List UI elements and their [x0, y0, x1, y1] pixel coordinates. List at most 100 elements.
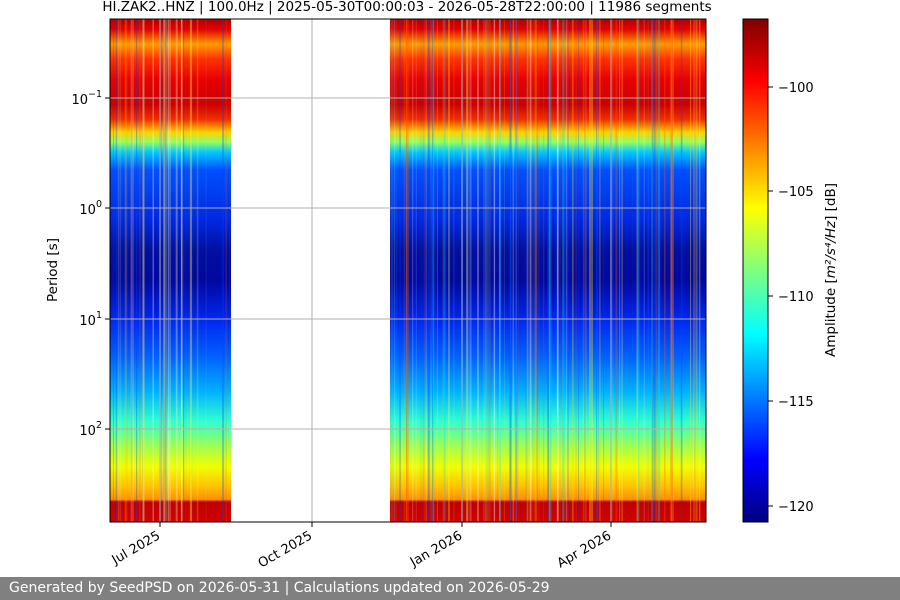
segment-streak — [578, 19, 579, 522]
segment-streak — [391, 19, 394, 522]
segment-streak — [664, 19, 666, 522]
segment-streak — [477, 19, 479, 522]
segment-streak — [390, 19, 392, 522]
segment-streak — [503, 19, 505, 522]
segment-streak — [693, 19, 695, 522]
segment-streak — [548, 19, 550, 522]
segment-streak — [493, 19, 495, 522]
segment-streak — [483, 19, 486, 522]
segment-streak — [647, 19, 649, 522]
segment-streak — [510, 19, 511, 522]
segment-streak — [695, 19, 698, 522]
segment-streak — [526, 19, 529, 522]
y-tick-label-1: 100 — [79, 199, 102, 218]
segment-streak — [530, 19, 532, 522]
segment-streak — [468, 19, 470, 522]
heatmap-block-before-gap — [110, 19, 231, 522]
segment-streak — [562, 19, 565, 522]
segment-streak — [499, 19, 501, 522]
segment-streak — [584, 19, 586, 522]
segment-streak — [430, 19, 432, 522]
segment-streak — [670, 19, 673, 522]
segment-streak — [612, 19, 614, 522]
segment-streak — [653, 19, 656, 522]
segment-streak — [591, 19, 593, 522]
colorbar-tick-label: −115 — [778, 395, 814, 410]
x-tick-label-jan: Jan 2026 — [407, 528, 465, 570]
segment-streak — [177, 19, 178, 522]
segment-streak — [589, 19, 591, 522]
segment-streak — [125, 19, 127, 522]
segment-streak — [680, 19, 683, 522]
segment-streak — [466, 19, 469, 522]
segment-streak — [142, 19, 145, 522]
segment-streak — [124, 19, 126, 522]
segment-streak — [191, 19, 193, 522]
segment-streak — [547, 19, 549, 522]
psd-spectrogram-chart: HI.ZAK2..HNZ | 100.0Hz | 2025-05-30T00:0… — [45, 0, 839, 571]
segment-streak — [427, 19, 430, 522]
segment-streak — [497, 19, 499, 522]
segment-streak — [529, 19, 530, 522]
segment-streak — [163, 19, 165, 522]
segment-streak — [189, 19, 191, 522]
segment-streak — [652, 19, 654, 522]
colorbar-label: Amplitude [m²/s⁴/Hz] [dB] — [823, 183, 839, 357]
segment-streak — [672, 19, 674, 522]
x-axis: Jul 2025 Oct 2025 Jan 2026 Apr 2026 — [109, 522, 614, 571]
segment-streak — [690, 19, 691, 522]
colorbar-tick-label: −120 — [778, 500, 814, 515]
y-axis-label: Period [s] — [45, 238, 61, 302]
heatmap-block-after-gap — [390, 19, 706, 522]
segment-streak — [222, 19, 225, 522]
segment-streak — [651, 19, 653, 522]
segment-streak — [517, 19, 519, 522]
segment-streak — [113, 19, 114, 522]
segment-streak — [515, 19, 517, 522]
segment-streak — [181, 19, 183, 522]
heatmap-area — [110, 19, 706, 522]
colorbar-tick-label: −105 — [778, 185, 814, 200]
segment-streak — [163, 19, 165, 522]
segment-streak — [621, 19, 623, 522]
segment-streak — [443, 19, 446, 522]
segment-streak — [470, 19, 472, 522]
segment-streak — [432, 19, 433, 522]
segment-streak — [590, 19, 592, 522]
segment-streak — [532, 19, 535, 522]
segment-streak — [406, 19, 408, 522]
segment-streak — [130, 19, 133, 522]
segment-streak — [512, 19, 514, 522]
segment-streak — [543, 19, 545, 522]
segment-streak — [567, 19, 569, 522]
segment-streak — [165, 19, 168, 522]
segment-streak — [189, 19, 192, 522]
segment-streak — [180, 19, 183, 522]
segment-streak — [509, 19, 512, 522]
segment-streak — [638, 19, 640, 522]
segment-streak — [699, 19, 700, 522]
x-tick-label-apr: Apr 2026 — [555, 528, 614, 571]
segment-streak — [185, 19, 187, 522]
segment-streak — [556, 19, 559, 522]
segment-streak — [466, 19, 469, 522]
segment-streak — [403, 19, 406, 522]
chart-title: HI.ZAK2..HNZ | 100.0Hz | 2025-05-30T00:0… — [102, 0, 711, 15]
segment-streak — [225, 19, 227, 522]
segment-streak — [658, 19, 660, 522]
x-tick-label-oct: Oct 2025 — [256, 528, 315, 571]
segment-streak — [655, 19, 658, 522]
segment-streak — [619, 19, 621, 522]
segment-streak — [596, 19, 598, 522]
segment-streak — [142, 19, 143, 522]
segment-streak — [695, 19, 698, 522]
segment-streak — [394, 19, 396, 522]
segment-streak — [448, 19, 450, 522]
segment-streak — [693, 19, 696, 522]
segment-streak — [643, 19, 645, 522]
colorbar-tick-label: −100 — [778, 81, 814, 96]
footer-bar: Generated by SeedPSD on 2026-05-31 | Cal… — [0, 577, 900, 600]
segment-streak — [603, 19, 605, 522]
segment-streak — [536, 19, 538, 522]
grid-lines — [110, 19, 706, 522]
